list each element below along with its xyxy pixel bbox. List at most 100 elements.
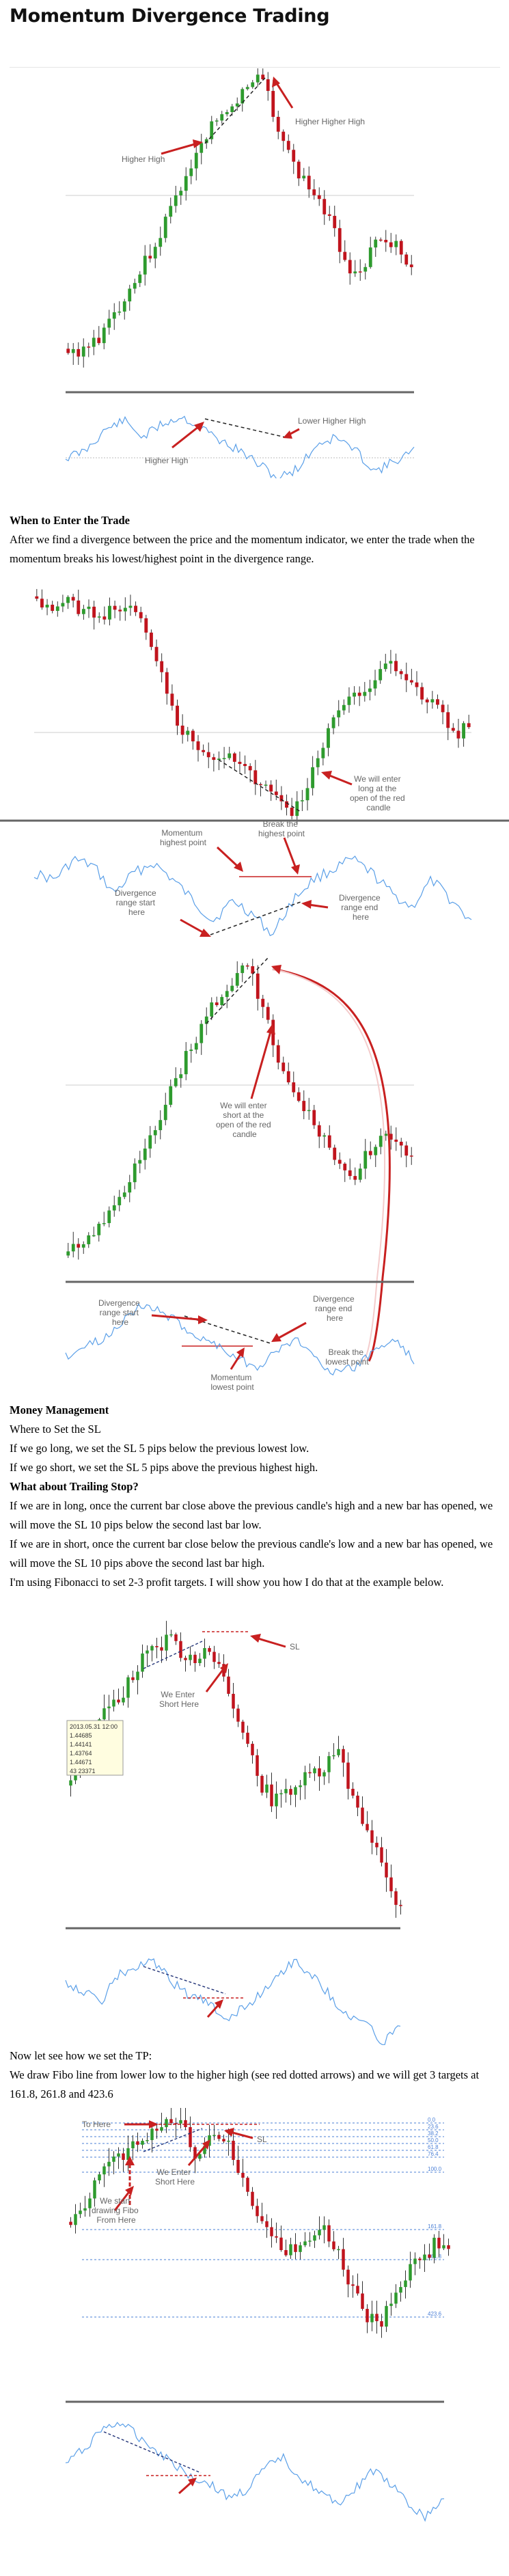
- heading-money-management: Money Management: [10, 1403, 109, 1416]
- bear-candle: [285, 801, 288, 808]
- bull-candle: [432, 2237, 436, 2258]
- bull-candle: [379, 669, 383, 681]
- bull-candle: [368, 247, 372, 267]
- bull-candle: [79, 2210, 82, 2215]
- bear-candle: [327, 1135, 331, 1148]
- bear-candle: [169, 2119, 173, 2124]
- bull-candle: [153, 247, 157, 259]
- bear-candle: [236, 2160, 240, 2174]
- bear-candle: [232, 753, 236, 762]
- bear-candle: [380, 2321, 383, 2327]
- bear-candle: [245, 965, 249, 967]
- bull-candle: [159, 1120, 163, 1130]
- bear-candle: [87, 346, 91, 348]
- momentum-trendline: [204, 418, 286, 438]
- label-lower-higher-high: Lower Higher High: [298, 416, 366, 426]
- bear-candle: [71, 597, 75, 601]
- bull-candle: [87, 1235, 91, 1244]
- bear-candle: [217, 1662, 221, 1664]
- bull-candle: [194, 152, 198, 169]
- bull-candle: [303, 1772, 307, 1785]
- bull-candle: [174, 195, 178, 206]
- bull-candle: [322, 2225, 326, 2230]
- bull-candle: [55, 606, 59, 612]
- bull-candle: [112, 1205, 116, 1211]
- momentum-line: [65, 415, 415, 478]
- bull-candle: [87, 606, 91, 609]
- bear-candle: [409, 1155, 413, 1157]
- label-start-fibo: We start drawing Fibo From Here: [92, 2196, 141, 2225]
- fibo-level-label: 38.2: [428, 2130, 439, 2137]
- text-tp-intro: Now let see how we set the TP:: [10, 2049, 152, 2062]
- bear-candle: [284, 2250, 288, 2256]
- bull-candle: [264, 784, 268, 786]
- bear-candle: [212, 1652, 216, 1662]
- bull-candle: [146, 1650, 149, 1654]
- fibo-level-label: 23.6: [428, 2124, 439, 2130]
- text-tp-fibo: We draw Fibo line from lower low to the …: [10, 2068, 480, 2100]
- bull-candle: [217, 758, 221, 761]
- fibo-level-label: 50.0: [428, 2137, 439, 2143]
- bear-candle: [165, 672, 169, 694]
- bull-candle: [189, 1050, 193, 1052]
- bull-candle: [97, 1223, 101, 1235]
- bear-candle: [343, 251, 347, 260]
- bull-candle: [220, 997, 224, 1006]
- bear-candle: [193, 1654, 197, 1663]
- arrow-divergence-start: [180, 918, 211, 937]
- bull-candle: [102, 1708, 106, 1720]
- bull-candle: [98, 2174, 101, 2181]
- bull-candle: [240, 89, 245, 104]
- bear-candle: [366, 2309, 369, 2322]
- momentum-line: [65, 2422, 445, 2522]
- bear-candle: [292, 150, 296, 162]
- bull-candle: [379, 1136, 383, 1147]
- bear-candle: [467, 723, 471, 728]
- bull-candle: [133, 283, 137, 289]
- price-trendline: [204, 77, 266, 144]
- bear-candle: [189, 2127, 192, 2148]
- bear-candle: [77, 1244, 81, 1248]
- bull-candle: [169, 206, 173, 217]
- heading-trailing-stop: What about Trailing Stop?: [10, 1480, 139, 1493]
- bear-candle: [351, 2284, 355, 2286]
- bear-candle: [333, 215, 337, 228]
- bear-candle: [346, 1762, 350, 1789]
- bear-candle: [266, 1006, 270, 1020]
- bear-candle: [351, 1788, 355, 1796]
- bear-candle: [256, 2206, 259, 2217]
- bull-candle: [363, 266, 368, 272]
- bull-candle: [83, 2208, 87, 2211]
- bear-candle: [35, 596, 39, 599]
- bull-candle: [112, 1699, 115, 1707]
- price-trendline: [143, 1641, 203, 1669]
- fibo-level-label: 61.8: [428, 2144, 439, 2150]
- bull-candle: [81, 346, 85, 357]
- bear-candle: [275, 2236, 278, 2238]
- bull-candle: [313, 2235, 316, 2241]
- bull-candle: [295, 801, 299, 817]
- bull-candle: [256, 74, 260, 83]
- bear-candle: [274, 791, 278, 795]
- bull-candle: [88, 2198, 92, 2208]
- bear-candle: [399, 671, 403, 674]
- bull-candle: [198, 1658, 202, 1663]
- bull-candle: [107, 318, 111, 328]
- bear-candle: [174, 2123, 178, 2124]
- bear-candle: [253, 770, 258, 784]
- bear-candle: [139, 612, 143, 618]
- text-trailing-short: If we are in short, once the current bar…: [10, 1537, 493, 1570]
- bear-candle: [266, 79, 270, 92]
- bear-candle: [361, 1807, 364, 1824]
- bear-candle: [389, 242, 393, 247]
- bull-candle: [118, 1196, 122, 1205]
- bull-candle: [163, 217, 167, 238]
- bear-candle: [246, 1732, 249, 1744]
- label-break-highest: Break the highest point: [258, 819, 305, 838]
- label-momentum-highest: Momentum highest point: [160, 828, 207, 847]
- bear-candle: [193, 2147, 197, 2159]
- bear-candle: [356, 1795, 359, 1808]
- bull-candle: [302, 176, 306, 179]
- bull-candle: [230, 106, 234, 113]
- bear-candle: [290, 807, 294, 817]
